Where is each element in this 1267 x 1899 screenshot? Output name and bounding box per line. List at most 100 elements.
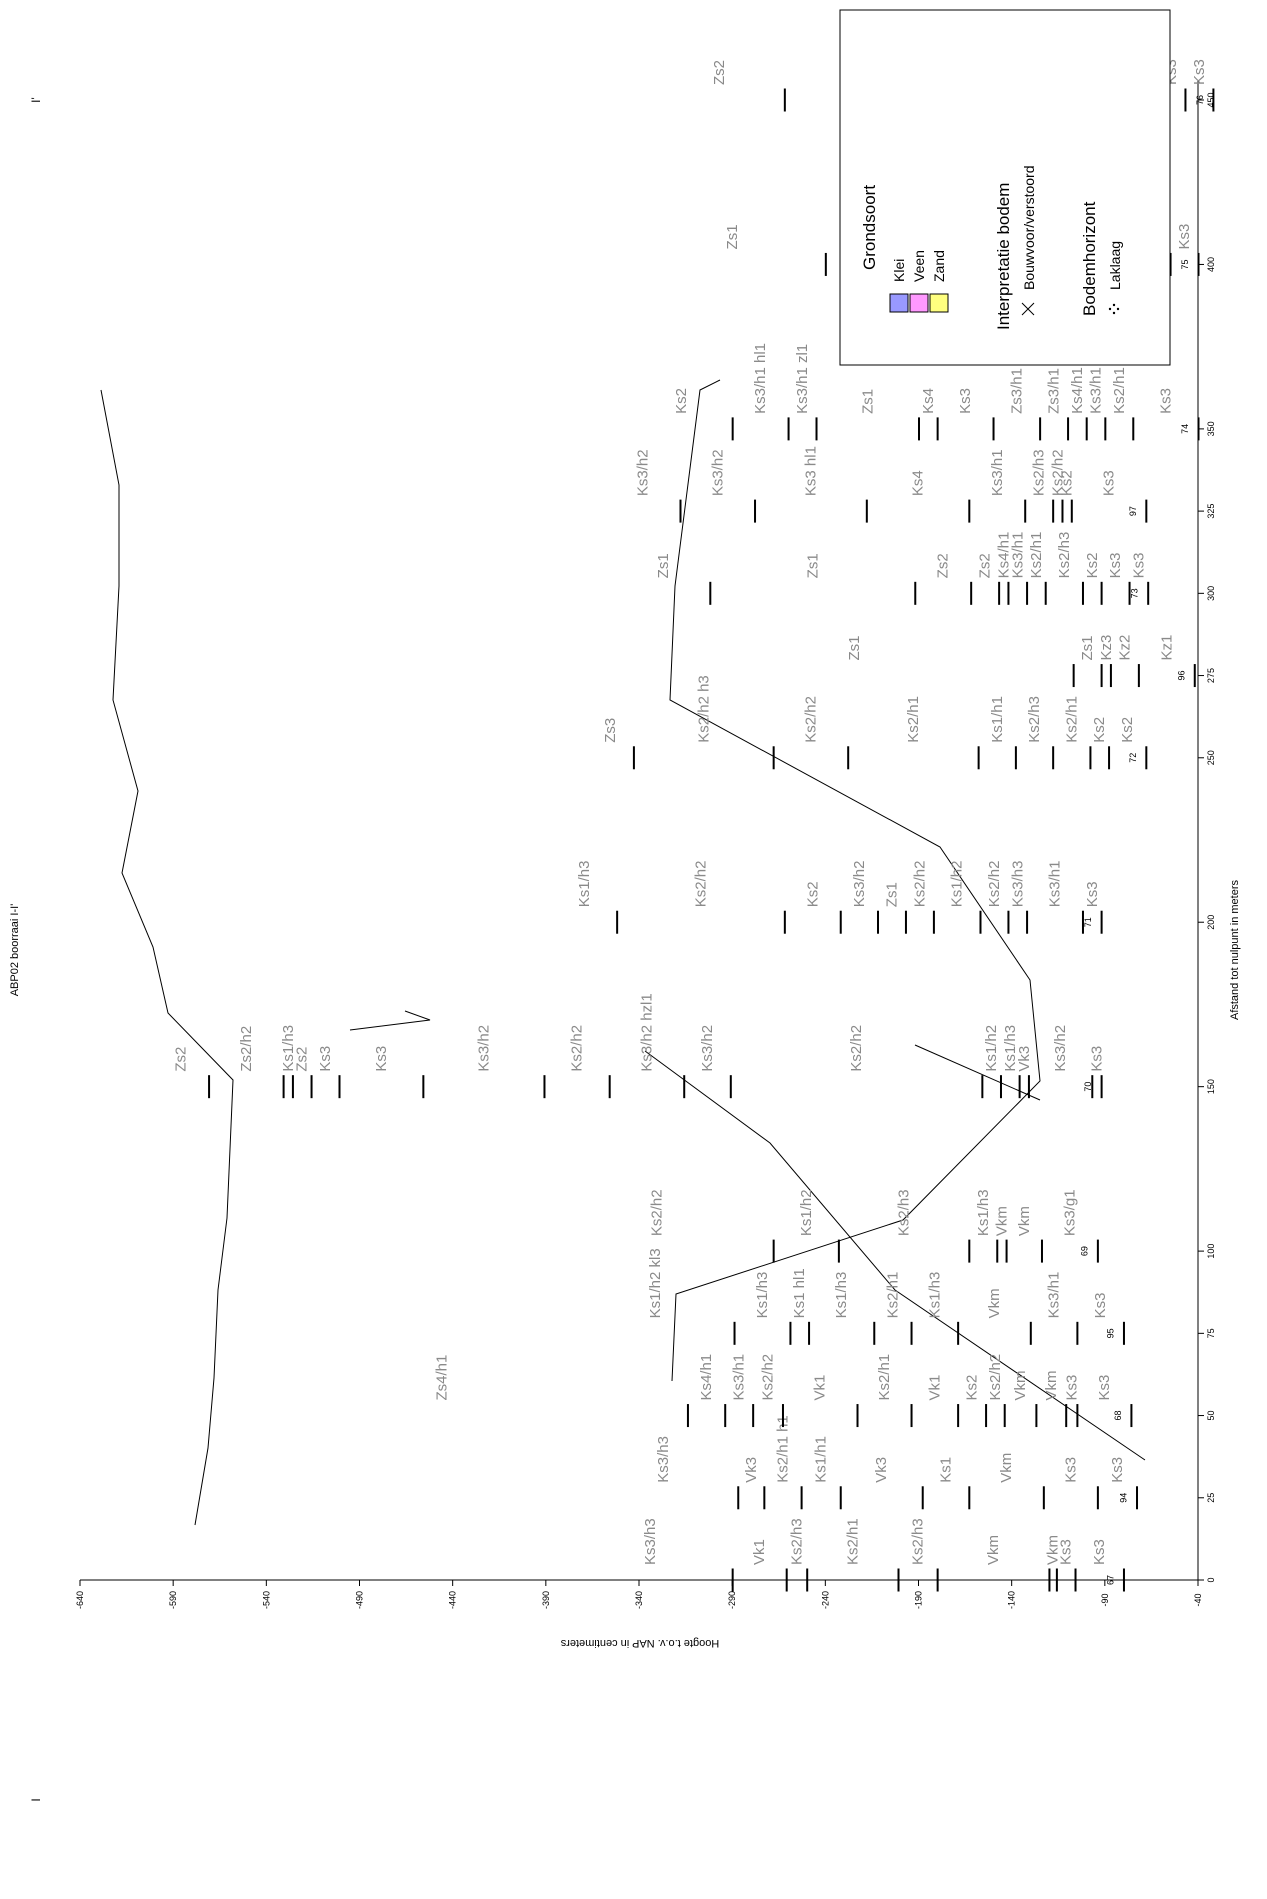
segment-label: Ks2/h3 — [910, 1518, 927, 1565]
borehole-segment — [806, 1568, 809, 1592]
legend: Grondsoort Klei Veen Zand Interpretatie … — [839, 9, 1171, 366]
borehole-segment — [1067, 417, 1070, 441]
borehole-segment — [1089, 746, 1092, 770]
y-axis: -40 -90 -140 -190 -240 -290 -340 -390 -440 -490 -5… — [75, 1579, 1203, 1649]
segment-label: Ks2 — [1119, 717, 1136, 743]
x-tick-label: 50 — [1206, 1411, 1216, 1421]
segment-label: Ks3/h1 — [1088, 367, 1105, 414]
borehole-segment — [1048, 1568, 1051, 1592]
borehole-segment — [1014, 746, 1017, 770]
borehole-segment — [1096, 1239, 1099, 1263]
borehole-segment — [783, 88, 786, 112]
segment-label: Ks3/h2 — [475, 1025, 492, 1072]
borehole-segment — [968, 1486, 971, 1510]
segment-label: Vkm — [998, 1453, 1015, 1483]
borehole-segment — [785, 1568, 788, 1592]
borehole-73: Ks3Ks3Ks2Ks2/h3Ks2/h1Ks3/h1Ks4/h1Zs2Zs2Z… — [655, 532, 1150, 605]
segment-label: Ks3 — [1157, 388, 1174, 414]
borehole-segment — [1007, 581, 1010, 605]
borehole-segment — [789, 1321, 792, 1345]
borehole-segment — [783, 910, 786, 934]
figure-title: ABP02 boorraai I-I' — [9, 904, 21, 997]
borehole-id: 72 — [1128, 753, 1138, 763]
segment-label: Ks3/h1 — [1046, 1272, 1063, 1319]
segment-label: Kz2 — [1116, 635, 1133, 661]
borehole-71: Ks3 Ks3/h1 Ks3/h3 Ks2/h2 Ks1/h2 Ks2/h2 Zs1 Ks3/… — [576, 861, 1103, 934]
cross-hatch-fill — [1101, 1075, 1103, 1098]
segment-label: Ks3/h3 — [642, 1518, 659, 1565]
x-tick-label: 100 — [1206, 1244, 1216, 1259]
segment-label: Ks3/h1 — [731, 1354, 748, 1401]
marker-right: I' — [29, 97, 43, 103]
segment-label: Zs2 — [935, 553, 952, 578]
segment-label: Ks3/h2 — [851, 861, 868, 908]
y-tick-label: -140 — [1007, 1591, 1017, 1609]
borehole-segment — [837, 1239, 840, 1263]
segment-label: Kz1 — [1158, 635, 1175, 661]
borehole-segment — [1081, 581, 1084, 605]
segment-label: Ks1/h3 — [754, 1272, 771, 1319]
borehole-id: 73 — [1130, 588, 1140, 598]
x-tick-label: 250 — [1206, 750, 1216, 765]
segment-label: Ks3/h2 — [699, 1025, 716, 1072]
borehole-segment — [865, 499, 868, 523]
segment-label: Ks2/h3 — [1026, 696, 1043, 743]
legend-grondsoort-title: Grondsoort — [860, 185, 879, 270]
y-tick-label: -440 — [448, 1591, 458, 1609]
borehole-segment — [918, 417, 920, 441]
borehole-segment — [910, 1321, 913, 1345]
borehole-segment — [763, 1486, 766, 1510]
borehole-94: Ks3 Ks3 Vkm Ks1 Vk3 Ks1/h1 Ks2/h1 h1 Vk3 Ks3/h3 9… — [655, 1415, 1139, 1510]
marker-left: I — [29, 1798, 43, 1801]
borehole-segment — [1055, 1568, 1058, 1592]
borehole-segment — [1026, 910, 1029, 934]
segment-label: Vkm — [993, 1206, 1010, 1236]
borehole-segment — [856, 1404, 859, 1428]
segment-label: Ks3 — [317, 1046, 334, 1072]
borehole-segment — [985, 1404, 988, 1428]
borehole-segment — [957, 1404, 960, 1428]
borehole-segment — [1003, 1404, 1006, 1428]
borehole-segment — [877, 910, 880, 934]
segment-label: Ks2/h2 — [848, 1025, 865, 1072]
borehole-72: Ks2 Ks2 Ks2/h1 Ks2/h3 Ks1/h1 Ks2/h1 Ks2/h2 Ks2/… — [602, 675, 1148, 770]
segment-label: Ks2/h3 — [1056, 532, 1073, 579]
segment-label: Ks3/h1 — [1047, 861, 1064, 908]
segment-label: Zs2 — [294, 1047, 311, 1072]
segment-label: Ks1/h2 — [983, 1025, 1000, 1072]
borehole-segment — [936, 417, 939, 441]
segment-label: Ks3/h3 — [1009, 861, 1026, 908]
cross-hatch-fill — [1130, 1404, 1132, 1427]
borehole-segment — [1035, 1404, 1038, 1428]
borehole-segment — [1108, 746, 1111, 770]
segment-label: Vk1 — [751, 1539, 768, 1565]
segment-label: Ks3/h2 hzl1 — [638, 993, 655, 1071]
borehole-segment — [1052, 499, 1055, 523]
x-tick-label: 300 — [1206, 586, 1216, 601]
segment-label: Ks2/h2 — [1049, 449, 1066, 496]
borehole-segment — [979, 910, 982, 934]
x-tick-label: 450 — [1206, 92, 1216, 107]
cross-hatch-fill — [1145, 500, 1147, 523]
segment-label: Ks2/h1 — [1028, 532, 1045, 579]
segment-label: Ks3/h2 — [635, 449, 652, 496]
segment-label: Ks3 — [1058, 1539, 1075, 1565]
borehole-segment — [1065, 1404, 1068, 1428]
segment-label: Ks1/h1 — [989, 696, 1006, 743]
y-axis-label: Hoogte t.o.v. NAP in centimeters — [560, 1637, 719, 1649]
borehole-segment — [1042, 1486, 1045, 1510]
dot-hatch-icon — [1108, 303, 1120, 315]
borehole-segment — [1137, 664, 1140, 688]
segment-label: Ks2/h1 h1 — [774, 1415, 791, 1483]
legend-swatch-zand — [929, 293, 949, 313]
borehole-segment — [1029, 1321, 1032, 1345]
segment-label: Ks1/h2 — [949, 861, 966, 908]
y-tick-label: -240 — [820, 1591, 830, 1609]
segment-label: Ks3 — [1101, 470, 1118, 496]
borehole-id: 96 — [1176, 671, 1186, 681]
